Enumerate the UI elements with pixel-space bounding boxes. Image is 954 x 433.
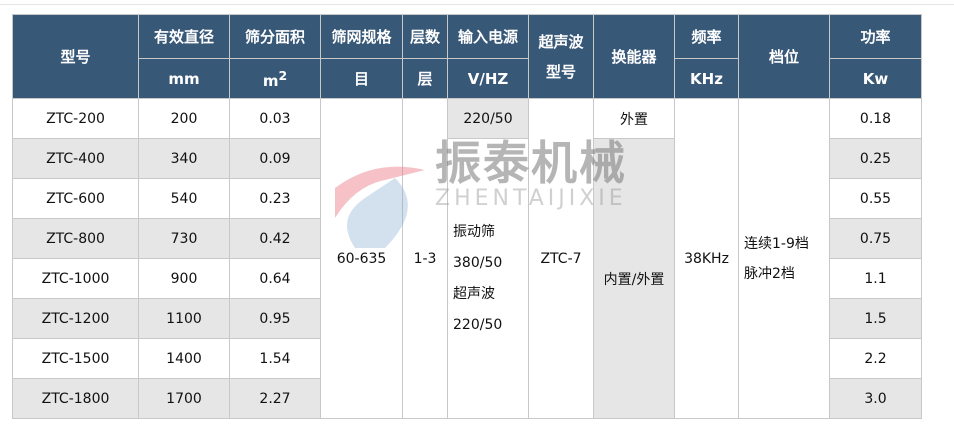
table-row: ZTC-1800 1700 2.27 3.0 xyxy=(12,378,922,419)
unit-khz: KHz xyxy=(674,58,739,99)
cell-diameter: 200 xyxy=(138,98,230,139)
input-line: 380/50 xyxy=(453,254,503,271)
cell-model: ZTC-1200 xyxy=(12,298,139,339)
cell-diameter: 1400 xyxy=(138,338,230,379)
table-row: ZTC-400 340 0.09 振动筛 380/50 超声波 220/50 内置/外置… xyxy=(12,138,922,419)
cell-area: 2.27 xyxy=(229,378,321,419)
header-ultra-l1: 超声波 xyxy=(538,32,584,51)
cell-area: 1.54 xyxy=(229,338,321,379)
top-divider xyxy=(0,4,954,5)
input-line: 220/50 xyxy=(453,316,503,333)
cell-diameter: 900 xyxy=(138,258,230,299)
header-gear: 档位 xyxy=(738,14,830,99)
cell-transducer-rest: 内置/外置 xyxy=(593,138,675,419)
input-line: 超声波 xyxy=(453,285,495,302)
cell-area: 0.42 xyxy=(229,218,321,259)
cell-power: 2.2 xyxy=(829,338,922,379)
cell-layers: 1-3 xyxy=(402,98,448,419)
unit-mesh: 目 xyxy=(320,58,403,99)
header-ultra-l2: 型号 xyxy=(545,62,576,81)
cell-power: 0.55 xyxy=(829,178,922,219)
cell-model: ZTC-800 xyxy=(12,218,139,259)
cell-diameter: 1100 xyxy=(138,298,230,339)
table-row: ZTC-1000 900 0.64 1.1 xyxy=(12,258,922,299)
cell-model: ZTC-200 xyxy=(12,98,139,139)
header-power: 功率 xyxy=(829,14,922,59)
unit-mm: mm xyxy=(138,58,230,99)
unit-m2: m2 xyxy=(229,58,321,99)
cell-power: 0.25 xyxy=(829,138,922,179)
cell-area: 0.23 xyxy=(229,178,321,219)
cell-model: ZTC-1500 xyxy=(12,338,139,379)
header-mesh: 筛网规格 xyxy=(320,14,403,59)
cell-power: 0.18 xyxy=(829,98,922,139)
cell-ultra-model: ZTC-7 xyxy=(528,98,594,419)
cell-area: 0.09 xyxy=(229,138,321,179)
cell-model: ZTC-1800 xyxy=(12,378,139,419)
gear-line: 脉冲2档 xyxy=(744,265,795,282)
cell-diameter: 540 xyxy=(138,178,230,219)
cell-diameter: 1700 xyxy=(138,378,230,419)
input-line: 振动筛 xyxy=(453,223,495,240)
unit-m: m xyxy=(262,71,279,90)
cell-input-first: 220/50 xyxy=(447,98,529,139)
header-transducer: 换能器 xyxy=(593,14,675,99)
cell-area: 0.95 xyxy=(229,298,321,339)
table-row: ZTC-1500 1400 1.54 2.2 xyxy=(12,338,922,379)
header-ultra-model: 超声波 型号 xyxy=(528,14,594,99)
cell-power: 1.5 xyxy=(829,298,922,339)
cell-model: ZTC-1000 xyxy=(12,258,139,299)
cell-gear: 连续1-9档 脉冲2档 xyxy=(738,98,830,419)
cell-freq: 38KHz xyxy=(674,98,739,419)
header-diameter: 有效直径 xyxy=(138,14,230,59)
table-row: ZTC-800 730 0.42 0.75 xyxy=(12,218,922,259)
cell-model: ZTC-600 xyxy=(12,178,139,219)
product-spec-table: 型号 有效直径 筛分面积 筛网规格 层数 输入电源 超声波 型号 换能器 频率 档… xyxy=(12,14,922,419)
header-power-input: 输入电源 xyxy=(447,14,529,59)
header-area: 筛分面积 xyxy=(229,14,321,59)
cell-area: 0.03 xyxy=(229,98,321,139)
cell-input-rest: 振动筛 380/50 超声波 220/50 xyxy=(447,138,529,419)
unit-kw: Kw xyxy=(829,58,922,99)
table-row: ZTC-200 200 0.03 60-635 1-3 220/50 ZTC-7 … xyxy=(12,98,922,419)
cell-power: 1.1 xyxy=(829,258,922,299)
header-model: 型号 xyxy=(12,14,139,99)
table-row: ZTC-1200 1100 0.95 1.5 xyxy=(12,298,922,339)
unit-sup: 2 xyxy=(278,67,288,83)
header-layers: 层数 xyxy=(402,14,448,59)
cell-model: ZTC-400 xyxy=(12,138,139,179)
cell-transducer-first: 外置 xyxy=(593,98,675,139)
table-row: ZTC-600 540 0.23 0.55 xyxy=(12,178,922,219)
unit-vhz: V/HZ xyxy=(447,58,529,99)
cell-power: 3.0 xyxy=(829,378,922,419)
cell-power: 0.75 xyxy=(829,218,922,259)
unit-layers: 层 xyxy=(402,58,448,99)
cell-diameter: 340 xyxy=(138,138,230,179)
header-freq: 频率 xyxy=(674,14,739,59)
cell-mesh: 60-635 xyxy=(320,98,403,419)
gear-line: 连续1-9档 xyxy=(744,235,809,252)
cell-area: 0.64 xyxy=(229,258,321,299)
cell-diameter: 730 xyxy=(138,218,230,259)
